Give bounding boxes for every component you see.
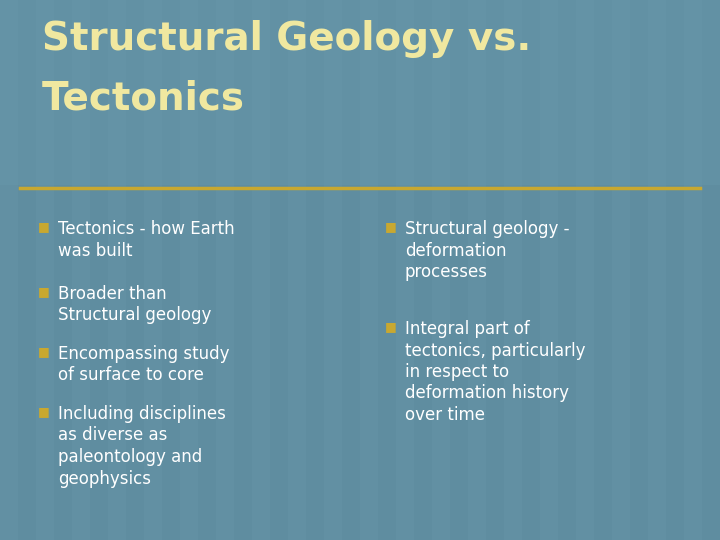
Bar	[648, 0, 666, 540]
Bar	[522, 0, 540, 540]
Bar	[450, 0, 468, 540]
Bar	[18, 0, 36, 540]
Bar	[108, 0, 126, 540]
Bar	[198, 0, 216, 540]
Bar	[252, 0, 270, 540]
Bar	[630, 0, 648, 540]
Bar	[288, 0, 306, 540]
Bar	[0, 0, 18, 540]
Bar	[612, 0, 630, 540]
Bar	[576, 0, 594, 540]
Bar	[414, 0, 432, 540]
Text: Tectonics - how Earth
was built: Tectonics - how Earth was built	[58, 220, 235, 260]
Text: ■: ■	[38, 220, 50, 233]
Text: Encompassing study
of surface to core: Encompassing study of surface to core	[58, 345, 230, 384]
Bar	[504, 0, 522, 540]
Bar	[144, 0, 162, 540]
Bar	[324, 0, 342, 540]
Bar	[684, 0, 702, 540]
Bar	[540, 0, 558, 540]
Bar	[306, 0, 324, 540]
Bar	[54, 0, 72, 540]
Bar	[486, 0, 504, 540]
Text: Structural Geology vs.: Structural Geology vs.	[42, 20, 531, 58]
Bar	[360, 0, 378, 540]
Bar	[396, 0, 414, 540]
Bar	[162, 0, 180, 540]
Bar	[216, 0, 234, 540]
Bar	[72, 0, 90, 540]
Bar	[234, 0, 252, 540]
Bar	[90, 0, 108, 540]
Bar	[36, 0, 54, 540]
Bar	[126, 0, 144, 540]
Text: ■: ■	[38, 345, 50, 358]
Bar	[558, 0, 576, 540]
Bar	[468, 0, 486, 540]
Bar	[702, 0, 720, 540]
Bar	[594, 0, 612, 540]
Text: ■: ■	[38, 285, 50, 298]
Text: Structural geology -
deformation
processes: Structural geology - deformation process…	[405, 220, 570, 281]
Text: ■: ■	[38, 405, 50, 418]
Bar	[342, 0, 360, 540]
Text: Including disciplines
as diverse as
paleontology and
geophysics: Including disciplines as diverse as pale…	[58, 405, 226, 488]
Text: Broader than
Structural geology: Broader than Structural geology	[58, 285, 212, 325]
Bar	[0, 0, 720, 185]
Bar	[180, 0, 198, 540]
Bar	[432, 0, 450, 540]
Bar	[270, 0, 288, 540]
Text: Tectonics: Tectonics	[42, 80, 245, 118]
Text: Integral part of
tectonics, particularly
in respect to
deformation history
over : Integral part of tectonics, particularly…	[405, 320, 585, 424]
Text: ■: ■	[385, 320, 397, 333]
Bar	[666, 0, 684, 540]
Text: ■: ■	[385, 220, 397, 233]
Bar	[378, 0, 396, 540]
